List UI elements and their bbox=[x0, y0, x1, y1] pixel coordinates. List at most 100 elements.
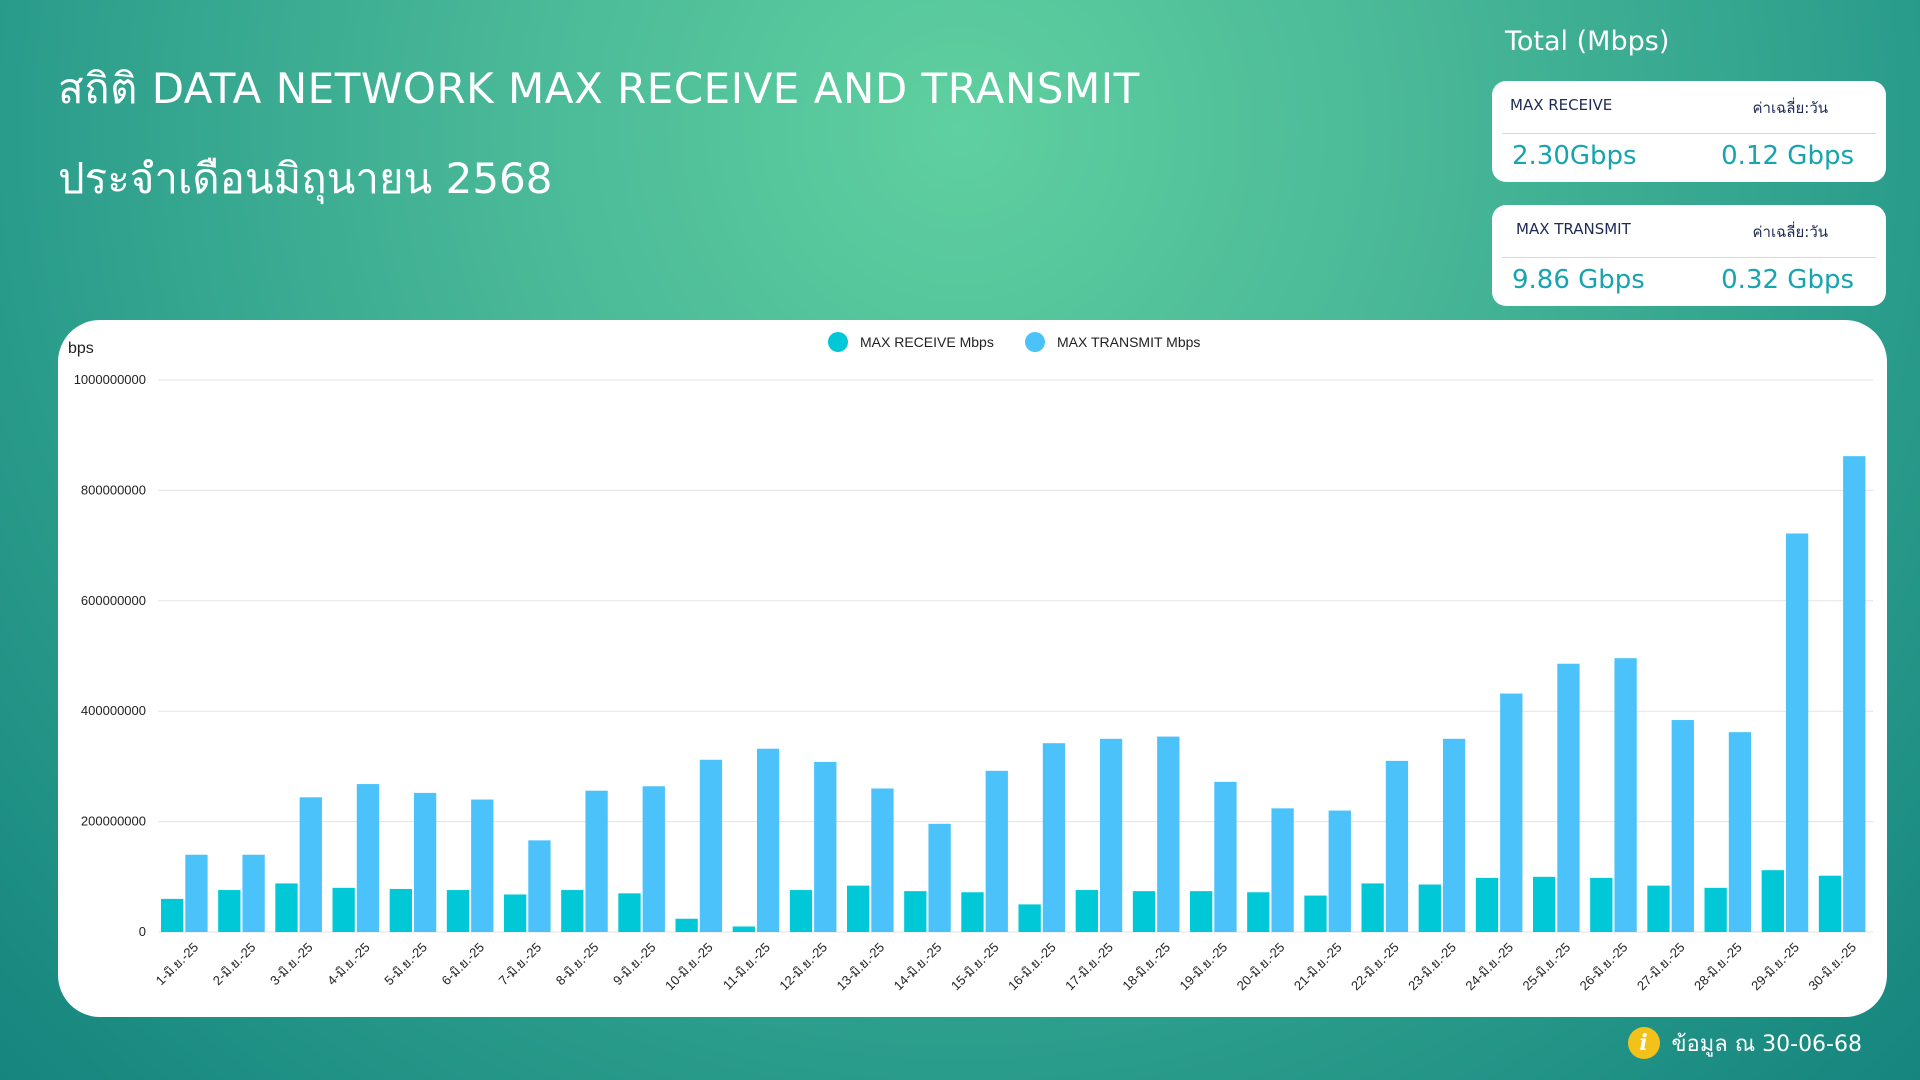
receive-bar bbox=[1533, 876, 1556, 932]
receive-card-header: MAX RECEIVE ค่าเฉลี่ย:วัน bbox=[1502, 81, 1876, 134]
transmit-bar bbox=[1843, 456, 1866, 932]
x-tick-label: 23-มิ.ย.-25 bbox=[1405, 940, 1459, 994]
page-subtitle: ประจำเดือนมิถุนายน 2568 bbox=[58, 154, 553, 203]
receive-total-card: MAX RECEIVE ค่าเฉลี่ย:วัน 2.30Gbps 0.12 … bbox=[1492, 81, 1886, 182]
x-tick-label: 15-มิ.ย.-25 bbox=[948, 940, 1002, 994]
x-tick-label: 4-มิ.ย.-25 bbox=[324, 940, 373, 989]
transmit-label: MAX TRANSMIT bbox=[1516, 220, 1631, 238]
data-date-footer: i ข้อมูล ณ 30-06-68 bbox=[1627, 1026, 1863, 1060]
x-tick-label: 26-มิ.ย.-25 bbox=[1577, 940, 1631, 994]
legend-swatch bbox=[828, 332, 848, 352]
y-tick-label: 800000000 bbox=[81, 482, 146, 497]
receive-avg-label: ค่าเฉลี่ย:วัน bbox=[1752, 99, 1828, 117]
transmit-bar bbox=[814, 761, 837, 932]
receive-bar bbox=[504, 894, 527, 932]
transmit-bar bbox=[699, 759, 723, 932]
transmit-bar bbox=[1214, 781, 1237, 932]
legend-label: MAX RECEIVE Mbps bbox=[860, 334, 994, 350]
y-tick-label: 400000000 bbox=[81, 703, 146, 718]
x-tick-label: 17-มิ.ย.-25 bbox=[1062, 940, 1116, 994]
transmit-bar bbox=[756, 748, 780, 932]
receive-bar bbox=[1361, 883, 1384, 932]
info-icon: i bbox=[1627, 1027, 1660, 1059]
x-tick-label: 25-มิ.ย.-25 bbox=[1520, 940, 1574, 994]
receive-bar bbox=[847, 885, 870, 932]
receive-bar bbox=[1018, 904, 1041, 932]
x-tick-label: 1-มิ.ย.-25 bbox=[153, 940, 202, 989]
transmit-total-card: MAX TRANSMIT ค่าเฉลี่ย:วัน 9.86 Gbps 0.3… bbox=[1492, 205, 1886, 306]
transmit-value: 9.86 Gbps bbox=[1512, 265, 1645, 295]
x-tick-label: 8-มิ.ย.-25 bbox=[553, 940, 602, 989]
receive-bar bbox=[732, 926, 755, 932]
x-tick-label: 6-มิ.ย.-25 bbox=[438, 940, 487, 989]
transmit-bar bbox=[1442, 738, 1466, 932]
receive-bar bbox=[561, 890, 584, 932]
receive-bar bbox=[161, 898, 184, 932]
y-tick-label: 600000000 bbox=[81, 593, 146, 608]
page-title: สถิติ DATA NETWORK MAX RECEIVE AND TRANS… bbox=[58, 64, 1140, 113]
receive-bar bbox=[1247, 892, 1270, 932]
transmit-bar bbox=[1042, 743, 1066, 932]
y-tick-label: 200000000 bbox=[81, 814, 146, 829]
transmit-bar bbox=[1328, 810, 1351, 932]
data-date-text: ข้อมูล ณ 30-06-68 bbox=[1671, 1031, 1863, 1057]
receive-bar bbox=[961, 892, 984, 932]
receive-bar bbox=[1475, 877, 1499, 932]
x-tick-label: 10-มิ.ย.-25 bbox=[662, 940, 716, 994]
x-tick-label: 29-มิ.ย.-25 bbox=[1748, 940, 1802, 994]
y-tick-label: 1000000000 bbox=[74, 372, 146, 387]
x-tick-label: 22-มิ.ย.-25 bbox=[1348, 940, 1402, 994]
transmit-bar bbox=[356, 784, 380, 932]
transmit-bar bbox=[1271, 808, 1294, 932]
transmit-bar bbox=[985, 770, 1008, 932]
receive-bar bbox=[1132, 891, 1156, 932]
receive-bar bbox=[789, 890, 813, 932]
transmit-avg-value: 0.32 Gbps bbox=[1721, 265, 1854, 295]
transmit-bar bbox=[471, 799, 494, 932]
receive-bar bbox=[332, 887, 355, 932]
x-tick-label: 5-มิ.ย.-25 bbox=[381, 940, 430, 989]
receive-avg-value: 0.12 Gbps bbox=[1721, 141, 1854, 171]
transmit-card-header: MAX TRANSMIT ค่าเฉลี่ย:วัน bbox=[1502, 205, 1876, 258]
receive-bar bbox=[1647, 885, 1670, 932]
transmit-bar bbox=[642, 786, 665, 932]
x-tick-label: 21-มิ.ย.-25 bbox=[1291, 940, 1345, 994]
receive-bar bbox=[904, 891, 927, 932]
y-tick-label: 0 bbox=[139, 924, 146, 939]
receive-bar bbox=[675, 918, 698, 932]
x-tick-label: 18-มิ.ย.-25 bbox=[1119, 940, 1173, 994]
transmit-bar bbox=[413, 792, 437, 932]
transmit-bar bbox=[1157, 736, 1180, 932]
receive-bar bbox=[389, 888, 412, 932]
bar-chart: 0 200000000 400000000 600000000 800000000 100… bbox=[68, 332, 1873, 994]
transmit-bar bbox=[1385, 760, 1409, 932]
x-tick-label: 27-มิ.ย.-25 bbox=[1634, 940, 1688, 994]
x-tick-label: 3-มิ.ย.-25 bbox=[267, 940, 316, 989]
transmit-bar bbox=[1671, 720, 1694, 932]
x-tick-label: 28-มิ.ย.-25 bbox=[1691, 940, 1745, 994]
x-tick-label: 12-มิ.ย.-25 bbox=[776, 940, 830, 994]
receive-bar bbox=[1075, 890, 1098, 932]
x-tick-label: 11-มิ.ย.-25 bbox=[720, 940, 773, 993]
receive-bar bbox=[275, 883, 298, 932]
transmit-bar bbox=[528, 840, 551, 932]
receive-value: 2.30Gbps bbox=[1512, 141, 1637, 171]
x-tick-label: 24-มิ.ย.-25 bbox=[1462, 940, 1516, 994]
receive-bar bbox=[1590, 877, 1613, 932]
receive-bar bbox=[446, 890, 470, 932]
transmit-bar bbox=[871, 788, 894, 932]
receive-bar bbox=[1761, 870, 1784, 932]
receive-bar bbox=[1704, 887, 1727, 932]
receive-bar bbox=[1190, 891, 1213, 932]
receive-bar bbox=[618, 893, 641, 932]
x-tick-label: 19-มิ.ย.-25 bbox=[1177, 940, 1231, 994]
transmit-bar bbox=[1500, 693, 1523, 932]
x-tick-label: 2-มิ.ย.-25 bbox=[210, 940, 259, 989]
transmit-bar bbox=[1785, 533, 1809, 932]
receive-bar bbox=[218, 890, 241, 932]
transmit-bar bbox=[1614, 658, 1637, 932]
x-tick-label: 7-มิ.ย.-25 bbox=[496, 940, 545, 989]
transmit-bar bbox=[299, 797, 322, 932]
y-axis-label: bps bbox=[68, 340, 94, 357]
receive-bar bbox=[1418, 884, 1441, 932]
